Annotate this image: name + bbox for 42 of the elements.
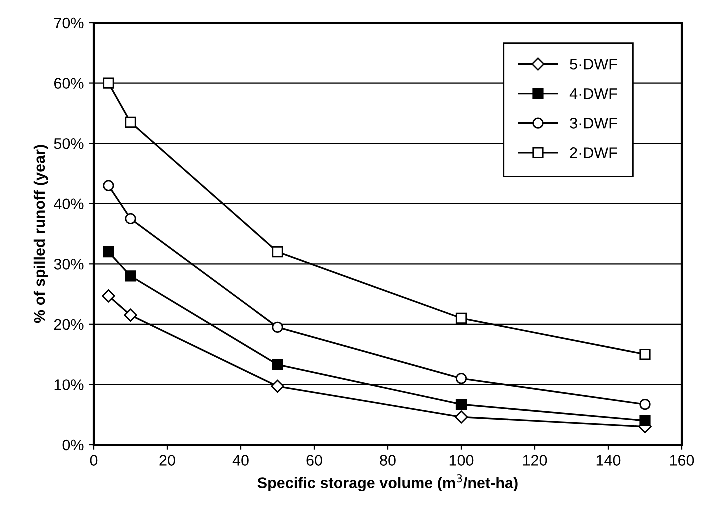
y-axis-title: % of spilled runoff (year) — [34, 145, 48, 324]
x-tick-label: 140 — [596, 455, 621, 466]
y-tick-label: 70% — [54, 18, 84, 29]
point — [124, 308, 138, 322]
x-axis-title: Specific storage volume (m$^{3}$/net-ha) — [258, 474, 518, 492]
y-tick-label: 50% — [54, 138, 84, 150]
point — [640, 399, 651, 410]
x-tick-label: 0 — [90, 455, 98, 466]
point — [103, 180, 114, 192]
point — [125, 116, 136, 128]
point — [456, 373, 468, 384]
x-tick-label: 160 — [670, 455, 694, 466]
x-tick-label: 120 — [523, 455, 548, 466]
point — [103, 246, 114, 258]
y-tick-label: 10% — [54, 380, 84, 390]
x-tick-label: 100 — [450, 455, 474, 466]
point — [640, 415, 651, 426]
point — [454, 410, 468, 424]
legend-label: 3·DWF — [570, 118, 618, 129]
y-tick-label: 30% — [54, 259, 84, 270]
point — [102, 290, 116, 303]
point — [456, 312, 468, 324]
x-tick-label: 60 — [306, 455, 322, 466]
x-tick-label: 20 — [160, 455, 176, 466]
point — [272, 322, 284, 333]
point — [125, 270, 136, 282]
y-tick-label: 20% — [54, 319, 84, 330]
point — [272, 246, 284, 258]
legend-label: 4·DWF — [570, 88, 618, 100]
y-tick-label: 60% — [54, 78, 84, 89]
point — [640, 349, 651, 360]
point — [125, 213, 136, 224]
point — [456, 399, 468, 410]
legend-label: 5·DWF — [570, 59, 618, 70]
y-tick-label: 40% — [54, 198, 84, 210]
y-tick-label: 0% — [62, 440, 84, 451]
point — [272, 359, 284, 370]
legend-label: 2·DWF — [570, 148, 618, 158]
point — [271, 380, 284, 394]
x-tick-label: 40 — [232, 455, 249, 466]
x-tick-label: 80 — [380, 455, 396, 466]
point — [103, 78, 114, 89]
